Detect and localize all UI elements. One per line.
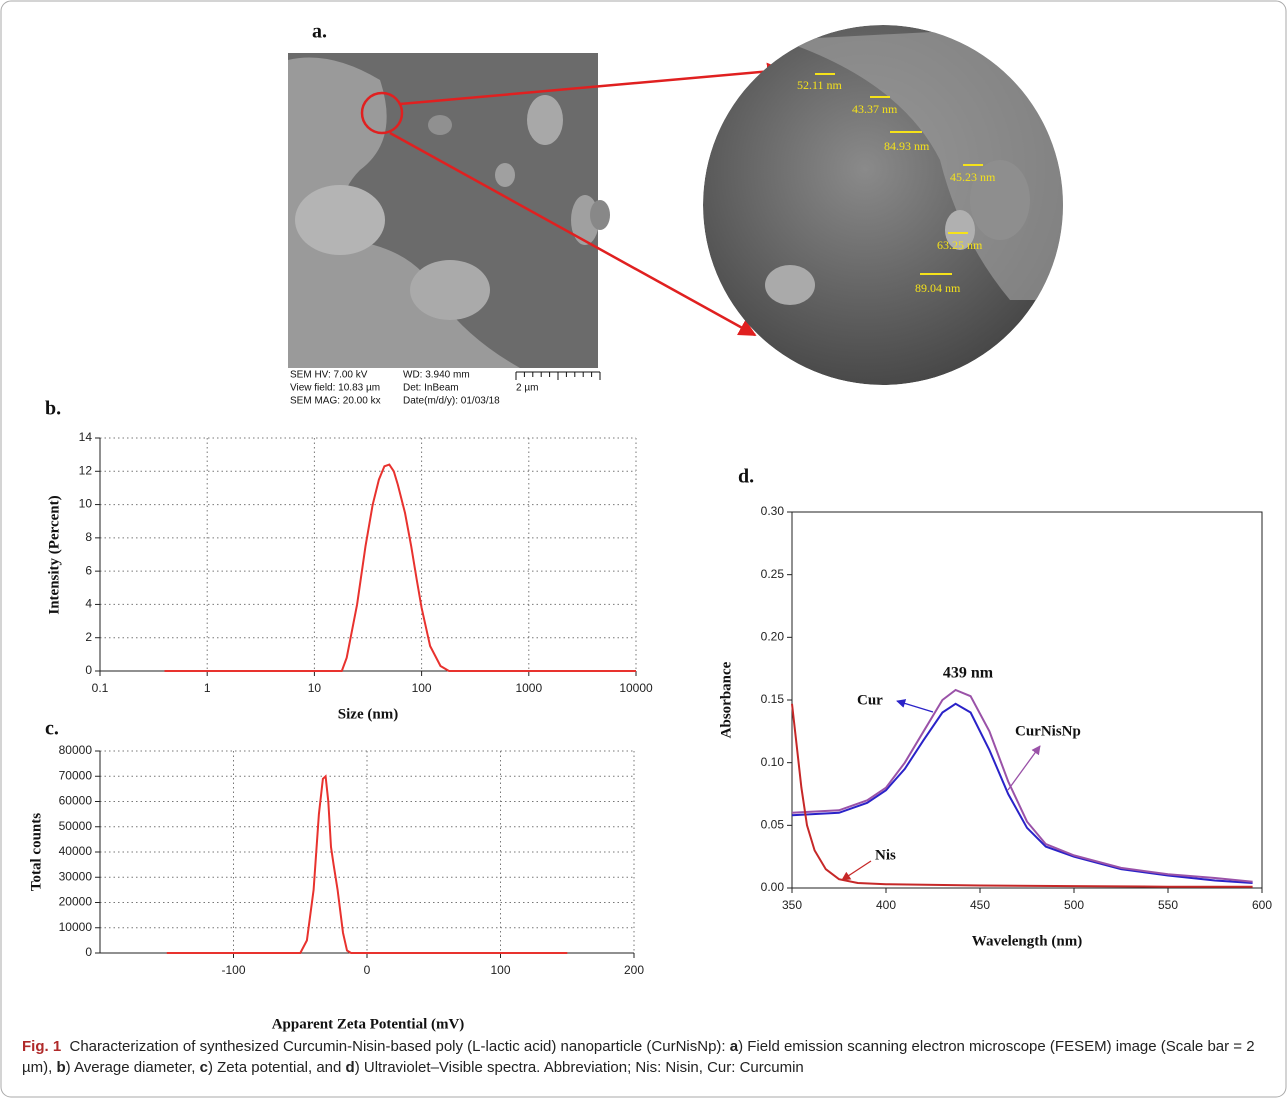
y-tick-label: 0.20 [761,630,785,644]
panel-label: c. [45,718,59,740]
measure-label: 84.93 nm [884,139,930,153]
x-tick-label: 0 [364,963,371,977]
x-tick-label: 100 [490,963,510,977]
x-tick-label: -100 [221,963,245,977]
y-tick-label: 50000 [59,819,93,833]
y-tick-label: 30000 [59,869,93,883]
x-tick-label: 100 [412,681,432,695]
y-tick-label: 10 [79,497,93,511]
x-tick-label: 400 [876,898,896,912]
x-tick-label: 1 [204,681,211,695]
measure-label: 63.25 nm [937,238,983,252]
x-axis-title: Wavelength (nm) [972,933,1082,949]
caption-text: Fig. 1 [22,1038,62,1055]
y-tick-label: 2 [85,630,92,644]
sem-metadata: Det: InBeam [403,383,459,394]
x-axis-title: Apparent Zeta Potential (mV) [272,1016,465,1032]
series-line [791,688,1253,883]
y-tick-label: 60000 [59,794,93,808]
y-tick-label: 0.25 [761,567,785,581]
sem-measurements: 52.11 nm 43.37 nm 84.93 nm 45.23 nm 63.25 nm… [797,73,996,295]
y-axis-title: Total counts [28,813,44,891]
measure-label: 52.11 nm [797,78,843,92]
sem-metadata: View field: 10.83 µm [290,383,380,394]
y-tick-label: 12 [79,463,93,477]
y-tick-label: 80000 [59,743,93,757]
panel-label: d. [738,466,754,488]
y-tick-label: 20000 [59,895,93,909]
sem-metadata: SEM HV: 7.00 kV [290,370,368,381]
axis-frame [99,438,636,672]
measure-label: 45.23 nm [950,170,996,184]
series-arrow [841,860,872,881]
x-tick-label: 10000 [619,681,653,695]
x-tick-label: 200 [624,963,644,977]
y-tick-label: 8 [85,530,92,544]
x-tick-label: 450 [970,898,990,912]
y-tick-label: 10000 [59,920,93,934]
y-tick-label: 0.05 [761,818,785,832]
chart: 0 2 4 6 8 10 12 14 0.1 1 10 100 1000 10000 Size (nm) In… [46,430,653,722]
x-tick-label: 10 [308,681,322,695]
sem-metadata: Date(m/d/y): 01/03/18 [403,396,500,407]
sem-metadata: SEM MAG: 20.00 kx [290,396,381,407]
y-tick-label: 70000 [59,768,93,782]
series-label: CurNisNp [1015,723,1081,739]
y-axis-title: Intensity (Percent) [46,495,62,614]
caption-text: ) Ultraviolet–Visible spectra. Abbreviat… [354,1059,804,1076]
panel-label: a. [312,21,327,43]
y-tick-label: 0 [85,663,92,677]
sem-metadata: WD: 3.940 mm [403,370,470,381]
caption-text: c [199,1059,208,1076]
measure-label: 43.37 nm [852,102,898,116]
panel-label: b. [45,398,61,420]
series-line [164,463,636,672]
x-tick-label: 0.1 [92,681,109,695]
y-tick-label: 40000 [59,844,93,858]
sem-image [288,25,1063,385]
x-tick-label: 600 [1252,898,1272,912]
caption-text: Characterization of synthesized Curcumin… [61,1038,730,1055]
series-line [791,703,1253,888]
y-tick-label: 4 [85,597,92,611]
x-axis-title: Size (nm) [338,706,398,722]
x-tick-label: 550 [1158,898,1178,912]
series-arrow [1007,745,1041,791]
series-label: Cur [857,692,883,708]
series-label: Nis [875,847,896,863]
y-axis-title: Absorbance [718,661,734,738]
y-tick-label: 0.00 [761,880,785,894]
caption-text: ) Average diameter, [65,1059,200,1076]
y-tick-label: 0 [85,945,92,959]
caption-text: a [729,1038,739,1055]
caption-text: ) Field emission scanning electron micro… [22,1038,1259,1076]
caption-text: b [56,1059,66,1076]
x-tick-label: 350 [782,898,802,912]
x-tick-label: 500 [1064,898,1084,912]
chart: 0.00 0.05 0.10 0.15 0.20 0.25 0.30 350 400 450 500… [718,504,1272,949]
y-tick-label: 0.30 [761,504,785,518]
chart: 0 10000 20000 30000 40000 50000 60000 70000 8000… [28,743,644,1032]
series-line [791,702,1253,884]
y-tick-label: 0.10 [761,755,785,769]
scale-bar-label: 2 µm [516,383,538,394]
series-line [166,774,568,954]
caption-text: ) Zeta potential, and [207,1059,346,1076]
x-tick-label: 1000 [515,681,542,695]
annotation: 439 nm [943,665,994,682]
axis-frame [791,511,1263,889]
caption-text: d [345,1059,355,1076]
caption: Fig. 1 Characterization of synthesized C… [22,1036,1267,1078]
y-tick-label: 6 [85,563,92,577]
measure-label: 89.04 nm [915,281,961,295]
series-arrow [896,699,934,713]
y-tick-label: 14 [79,430,93,444]
y-tick-label: 0.15 [761,692,785,706]
